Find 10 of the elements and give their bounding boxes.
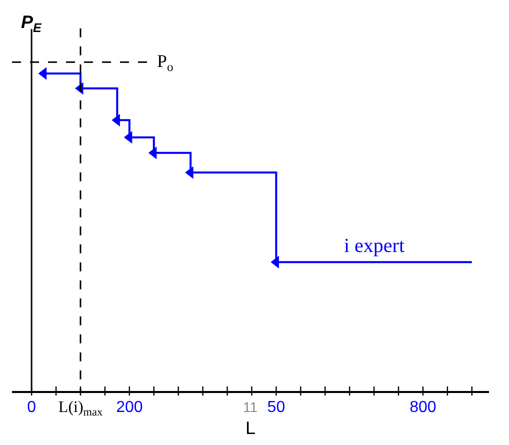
ref-line-label: P$_{o}$ — [157, 51, 174, 74]
y-axis-title: P$_{E}$ — [21, 12, 42, 35]
x-tick-label: 50 — [267, 398, 286, 416]
text: 11 — [243, 399, 258, 415]
series-label: i expert — [344, 235, 405, 257]
x-tick-label: L(i)$_{max}$ — [58, 398, 103, 418]
x-tick-label: 0 — [27, 398, 36, 416]
x-axis-title: L — [245, 418, 256, 438]
x-tick-label: 200 — [116, 398, 143, 416]
x-tick-label: 800 — [410, 398, 436, 416]
